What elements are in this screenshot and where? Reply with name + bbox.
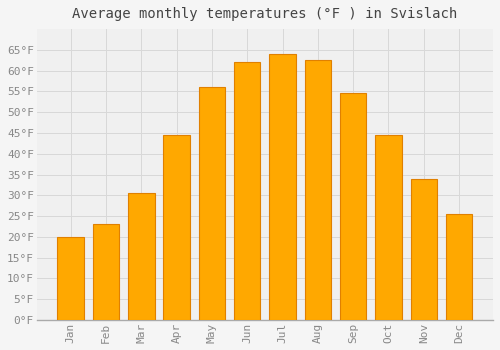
Bar	[58, 237, 84, 320]
Bar	[128, 193, 154, 320]
Bar	[304, 60, 331, 320]
Bar	[410, 179, 437, 320]
Bar	[198, 87, 225, 320]
Bar	[93, 224, 120, 320]
Bar	[164, 135, 190, 320]
Bar	[340, 93, 366, 320]
Title: Average monthly temperatures (°F ) in Svislach: Average monthly temperatures (°F ) in Sv…	[72, 7, 458, 21]
Bar	[375, 135, 402, 320]
Bar	[234, 62, 260, 320]
Bar	[446, 214, 472, 320]
Bar	[270, 54, 296, 320]
